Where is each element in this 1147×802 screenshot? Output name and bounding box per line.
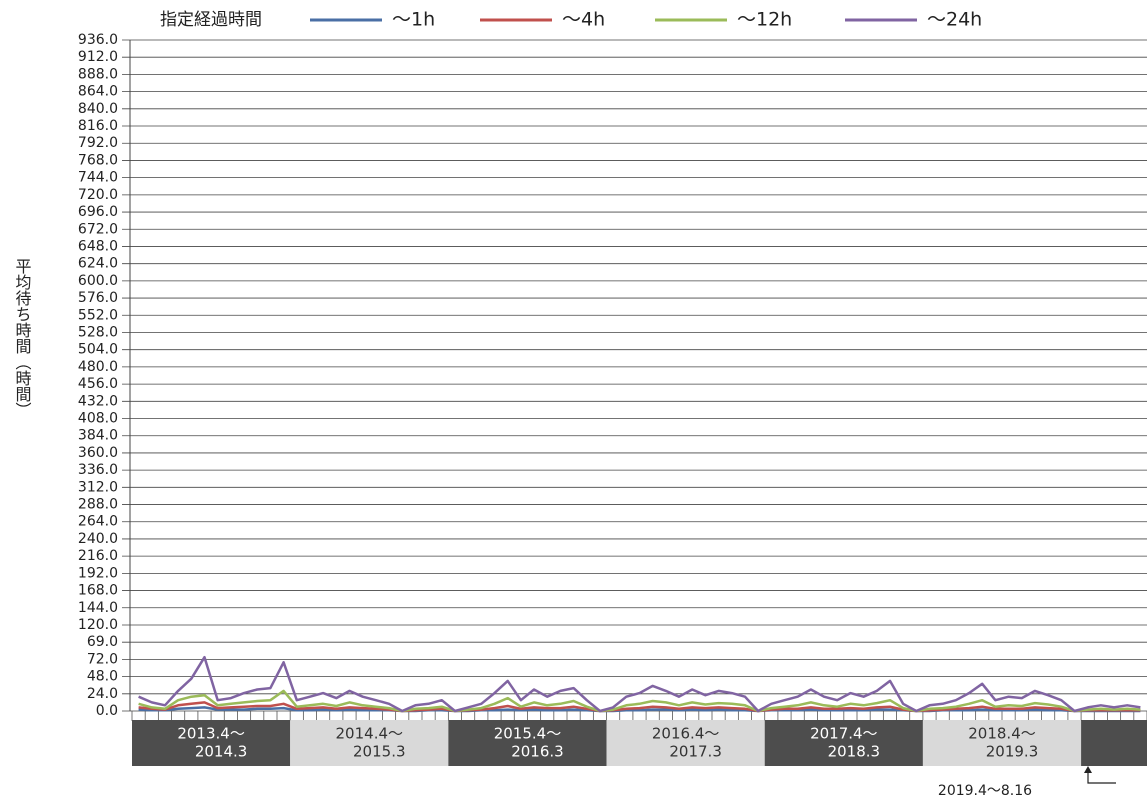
y-tick-label: 864.0	[78, 84, 118, 100]
y-tick-label: 648.0	[78, 238, 118, 254]
series-line	[138, 701, 1141, 713]
y-tick-label: 744.0	[78, 170, 118, 186]
y-tick-label: 696.0	[78, 204, 118, 220]
y-tick-label: 456.0	[78, 376, 118, 392]
y-tick-label: 768.0	[78, 152, 118, 168]
series-line	[138, 706, 1141, 713]
period-band	[764, 720, 923, 766]
y-tick-label: 528.0	[78, 324, 118, 340]
y-tick-label: 120.0	[78, 617, 118, 633]
y-tick-label: 504.0	[78, 342, 118, 358]
y-tick-label: 720.0	[78, 187, 118, 203]
period-band	[132, 720, 291, 766]
y-tick-label: 216.0	[78, 548, 118, 564]
period-label: 2013.4～	[177, 725, 245, 743]
series-line	[138, 655, 1141, 713]
legend-label: ～1h	[392, 9, 435, 31]
period-label: 2019.3	[986, 743, 1039, 761]
legend-label: ～24h	[927, 9, 982, 31]
period-label: 2017.3	[669, 743, 722, 761]
period-label: 2015.3	[353, 743, 406, 761]
period-band	[1081, 720, 1147, 766]
y-tick-label: 408.0	[78, 411, 118, 427]
y-axis-label: 平均待ち時間（時間）	[13, 258, 32, 418]
arrow-head	[1084, 766, 1092, 773]
y-tick-label: 192.0	[78, 565, 118, 581]
y-tick-label: 0.0	[96, 703, 118, 719]
legend-label: ～4h	[562, 9, 605, 31]
y-tick-label: 792.0	[78, 135, 118, 151]
y-tick-label: 888.0	[78, 66, 118, 82]
annotation: 2019.4～8.16	[938, 783, 1032, 799]
y-tick-label: 336.0	[78, 462, 118, 478]
y-tick-label: 912.0	[78, 49, 118, 65]
period-label: 2017.4～	[810, 725, 878, 743]
period-label: 2015.4～	[494, 725, 562, 743]
period-label: 2014.3	[195, 743, 248, 761]
legend-label: ～12h	[737, 9, 792, 31]
period-label: 2016.3	[511, 743, 564, 761]
period-band	[606, 720, 765, 766]
period-band	[922, 720, 1082, 766]
period-band	[290, 720, 449, 766]
period-label: 2018.3	[828, 743, 881, 761]
period-band	[448, 720, 607, 766]
y-tick-label: 264.0	[78, 514, 118, 530]
period-label: 2016.4～	[652, 725, 720, 743]
y-tick-label: 936.0	[78, 32, 118, 48]
y-tick-label: 144.0	[78, 600, 118, 616]
y-tick-label: 168.0	[78, 583, 118, 599]
y-tick-label: 240.0	[78, 531, 118, 547]
y-tick-label: 552.0	[78, 307, 118, 323]
y-tick-label: 480.0	[78, 359, 118, 375]
y-tick-label: 576.0	[78, 290, 118, 306]
y-tick-label: 816.0	[78, 118, 118, 134]
y-tick-label: 288.0	[78, 497, 118, 513]
y-tick-label: 672.0	[78, 221, 118, 237]
y-tick-label: 72.0	[87, 651, 118, 667]
y-tick-label: 312.0	[78, 479, 118, 495]
period-label: 2018.4～	[968, 725, 1036, 743]
period-label: 2014.4～	[336, 725, 404, 743]
y-tick-label: 360.0	[78, 445, 118, 461]
y-tick-label: 384.0	[78, 428, 118, 444]
y-tick-label: 69.0	[87, 634, 118, 650]
y-tick-label: 600.0	[78, 273, 118, 289]
y-tick-label: 24.0	[87, 686, 118, 702]
y-tick-label: 48.0	[87, 669, 118, 685]
y-tick-label: 432.0	[78, 393, 118, 409]
y-tick-label: 840.0	[78, 101, 118, 117]
legend-title: 指定経過時間	[160, 10, 262, 30]
series-line	[138, 689, 1141, 713]
y-tick-label: 624.0	[78, 256, 118, 272]
annotation-arrow	[1087, 770, 1116, 784]
